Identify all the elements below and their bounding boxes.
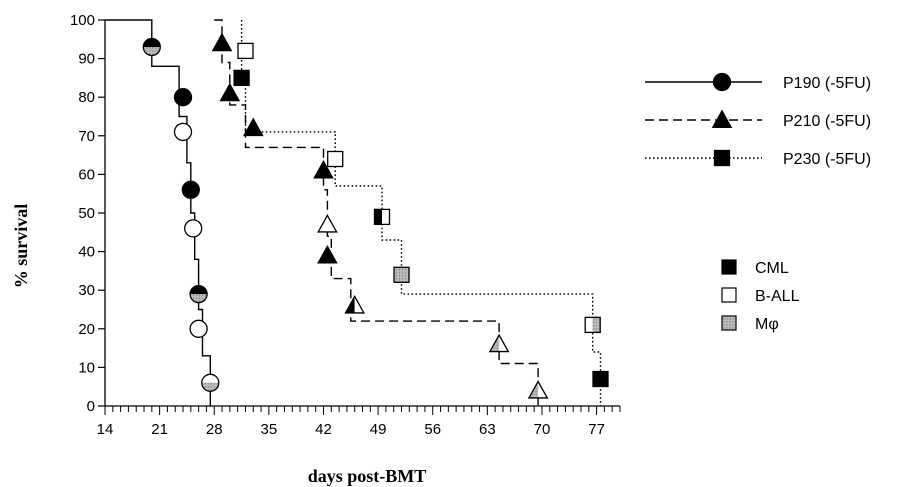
disease-legend: CML B-ALL Mφ: [721, 259, 800, 333]
square-marker: [584, 316, 601, 334]
triangle-marker: [317, 244, 338, 264]
y-tick-label: 40: [78, 244, 95, 261]
circle-marker: [181, 180, 200, 199]
y-tick-label: 20: [78, 321, 95, 338]
y-tick-label: 0: [87, 398, 95, 415]
y-tick-label: 90: [78, 51, 95, 68]
circle-marker: [173, 122, 193, 142]
triangle-marker: [317, 214, 338, 233]
legend-square-marker: [713, 149, 731, 167]
series-line: [214, 19, 539, 406]
legend-label: P190 (-5FU): [783, 75, 871, 92]
triangle-marker: [488, 333, 510, 353]
square-marker: [373, 208, 391, 226]
y-tick-label: 10: [78, 359, 95, 376]
triangle-marker: [344, 295, 366, 314]
legend-circle-marker: [712, 72, 732, 92]
survival-curves: [105, 19, 602, 406]
y-tick-label: 30: [78, 282, 95, 299]
x-tick-label: 63: [479, 421, 496, 438]
triangle-marker: [527, 380, 549, 399]
disease-label: B-ALL: [755, 288, 800, 305]
x-tick-label: 35: [261, 421, 278, 438]
x-tick-label: 21: [151, 421, 168, 438]
x-tick-label: 14: [97, 421, 114, 438]
circle-marker: [142, 37, 161, 57]
y-tick-label: 60: [78, 166, 95, 183]
axes: 0 10 20 30 40 50 60 70 80 90 100 14 21 28 35 42 49 56 63 70…: [70, 12, 621, 438]
x-tick-label: 49: [370, 421, 387, 438]
circle-marker: [184, 219, 203, 238]
disease-label: Mφ: [755, 316, 779, 333]
x-tick-label: 28: [206, 421, 223, 438]
x-tick-label: 77: [588, 421, 605, 438]
legend-triangle-marker: [711, 109, 733, 129]
triangle-marker: [211, 32, 233, 52]
triangle-marker: [313, 159, 334, 179]
square-marker: [592, 370, 609, 388]
x-tick-label: 56: [424, 421, 441, 438]
square-marker: [233, 69, 250, 87]
circle-marker: [201, 373, 220, 392]
disease-swatch-ball: [721, 287, 737, 303]
y-tick-label: 50: [78, 205, 95, 222]
circle-marker: [189, 284, 208, 304]
data-markers: [142, 32, 609, 399]
series-line: [240, 20, 602, 406]
triangle-marker: [219, 82, 241, 102]
legend-label: P230 (-5FU): [783, 151, 871, 168]
circle-marker: [189, 319, 208, 338]
x-axis-label: days post-BMT: [308, 466, 427, 486]
x-tick-label: 70: [534, 421, 551, 438]
disease-label: CML: [755, 260, 789, 277]
x-tick-label: 42: [315, 421, 332, 438]
series-legend: P190 (-5FU) P210 (-5FU) P230 (-5FU): [645, 72, 871, 168]
disease-swatch-cml: [721, 259, 737, 275]
disease-swatch-mphi: [721, 315, 737, 331]
series-line: [105, 19, 212, 406]
square-marker: [237, 42, 254, 60]
y-tick-label: 100: [70, 12, 95, 29]
y-tick-label: 70: [78, 128, 95, 145]
triangle-marker: [242, 117, 264, 137]
y-tick-label: 80: [78, 89, 95, 106]
square-marker: [393, 266, 410, 283]
legend-label: P210 (-5FU): [783, 113, 871, 130]
circle-marker: [173, 88, 193, 107]
y-axis-label: % survival: [11, 204, 31, 289]
square-marker: [327, 150, 344, 168]
